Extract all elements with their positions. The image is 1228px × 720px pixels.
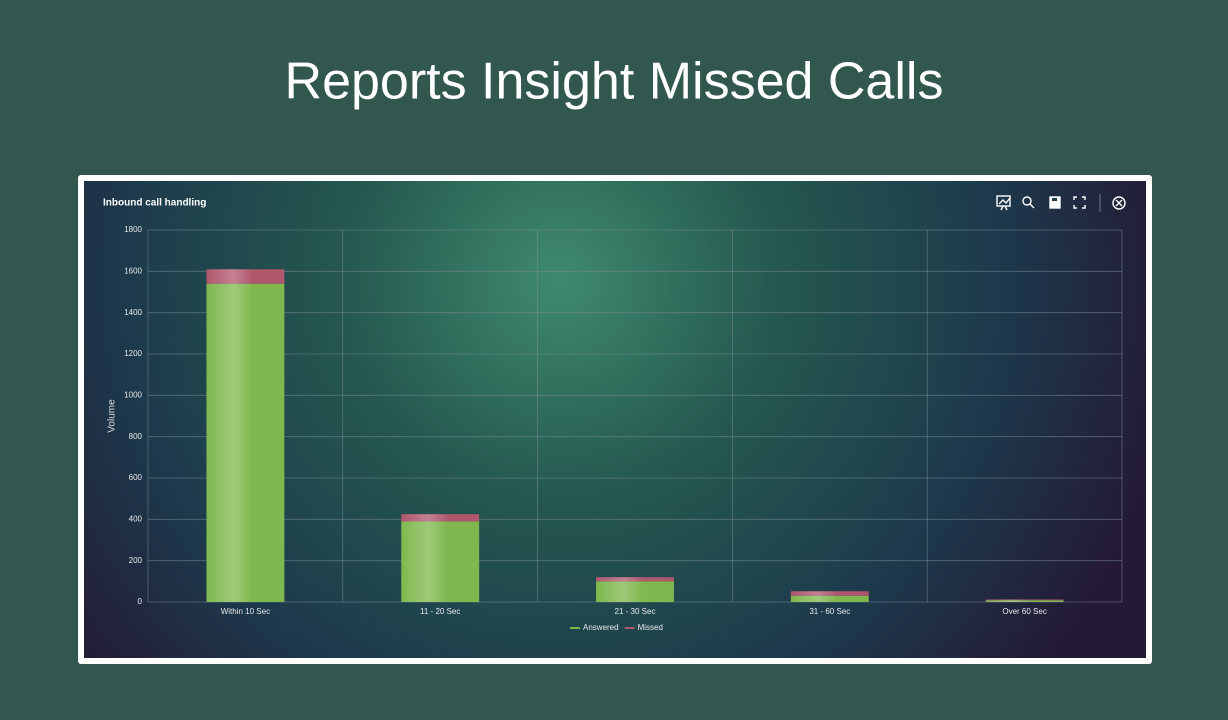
bar-sheen [596, 577, 674, 602]
x-tick-label: Over 60 Sec [1002, 607, 1046, 616]
y-tick-label: 200 [129, 556, 143, 565]
chart-type-icon[interactable] [996, 195, 1011, 211]
zoom-icon[interactable] [1022, 196, 1035, 209]
y-tick-label: 0 [138, 597, 143, 606]
plot: 0 200 400 600 800 1000 1200 1400 1600 1800 Within … [124, 225, 1123, 632]
x-tick-label: 11 - 20 Sec [420, 607, 460, 616]
toolbar [996, 194, 1126, 212]
y-axis-label: Volume [107, 399, 118, 433]
legend-label: Answered [583, 623, 619, 632]
save-icon[interactable] [1049, 196, 1061, 209]
fullscreen-icon[interactable] [1073, 196, 1086, 209]
bar-sheen [790, 591, 869, 602]
bar-sheen [206, 269, 285, 602]
y-tick-label: 800 [129, 432, 143, 441]
y-tick-label: 1000 [124, 390, 142, 399]
bar-sheen [401, 514, 480, 602]
page-title: Reports Insight Missed Calls [285, 53, 944, 111]
y-tick-label: 1600 [124, 266, 142, 275]
x-tick-label: 31 - 60 Sec [809, 607, 850, 616]
y-tick-label: 600 [129, 473, 143, 482]
close-icon[interactable] [1112, 196, 1126, 210]
x-tick-label: Within 10 Sec [221, 607, 270, 616]
legend-label: Missed [638, 623, 663, 632]
y-tick-label: 1200 [124, 349, 142, 358]
y-tick-label: 1400 [124, 308, 142, 317]
y-tick-label: 1800 [124, 225, 142, 234]
x-tick-label: 21 - 30 Sec [615, 607, 656, 616]
y-tick-label: 400 [129, 514, 143, 523]
bar-sheen [985, 599, 1064, 602]
chart-title: Inbound call handling [103, 198, 206, 209]
